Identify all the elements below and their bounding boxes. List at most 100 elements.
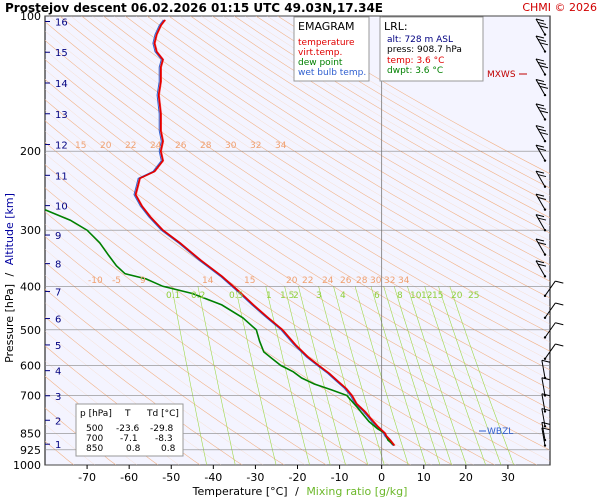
x-tick-label: -10 [331,471,349,484]
legend-item-virt-temp: virt.temp. [298,48,342,58]
y-axis-title-pressure: Pressure [hPa] [3,284,16,363]
altitude-tick-label: 1 [55,440,61,451]
y-tick-label: 300 [20,224,41,237]
y-tick-label: 700 [20,389,41,402]
table-header-p: p [hPa] [80,409,112,419]
mixing-ratio-label: 25 [468,291,479,301]
table-cell: 850 [86,444,103,454]
altitude-tick-label: 3 [55,392,61,403]
table-cell: 500 [86,424,103,434]
altitude-tick-label: 5 [55,341,61,352]
table-cell: 700 [86,434,103,444]
altitude-tick-label: 11 [55,171,68,182]
x-tick-label: -40 [204,471,222,484]
altitude-tick-label: 16 [55,17,68,28]
dry-adiabat-label: 9 [140,276,146,286]
altitude-tick-label: 13 [55,110,68,121]
altitude-tick-label: 6 [55,315,61,326]
y-tick-label: 925 [20,444,41,457]
wind-barb-dot [544,186,546,188]
dry-adiabat-label: 22 [125,141,136,151]
wind-barb-dot [544,295,546,297]
dry-adiabat-label: 20 [286,276,298,286]
dry-adiabat-label: 22 [302,276,313,286]
dry-adiabat-label: 28 [356,276,368,286]
plot-area [45,16,550,465]
wind-barb-dot [544,253,546,255]
lrl-press: press: 908.7 hPa [387,45,462,55]
x-tick-label: -30 [246,471,264,484]
x-axis-title-separator: / [295,485,299,498]
mixing-ratio-label: 0.5 [229,291,243,301]
mixing-ratio-label: 20 [451,291,463,301]
dry-adiabat-label: 26 [175,141,187,151]
y-tick-label: 400 [20,280,41,293]
wind-barb-dot [544,94,546,96]
wind-barb-dot [544,444,546,446]
dry-adiabat-label: 30 [225,141,237,151]
x-axis-title-temperature: Temperature [°C] [192,485,288,498]
altitude-tick-label: 10 [55,202,68,213]
mixing-ratio-label: 6 [374,291,380,301]
dry-adiabat-label: 24 [322,276,334,286]
wind-barb-dot [544,317,546,319]
wbzl-label: WBZL [487,427,513,437]
wind-barb-dot [544,140,546,142]
y-axis-title-altitude: Altitude [km] [3,193,16,265]
x-axis-title: Temperature [°C] / Mixing ratio [g/kg] [192,485,408,498]
dry-adiabat-label: 30 [370,276,382,286]
wind-barb-dot [544,118,546,120]
legend-item-temperature: temperature [298,38,355,48]
dry-adiabat-label: 32 [384,276,395,286]
mixing-ratio-label: 0.1 [166,291,180,301]
dry-adiabat-label: 26 [340,276,352,286]
mixing-ratio-label: 4 [340,291,346,301]
lrl-dwpt: dwpt: 3.6 °C [387,66,443,76]
x-tick-label: 30 [501,471,515,484]
mixing-ratio-label: 2 [293,291,299,301]
table-cell: 0.8 [161,444,176,454]
x-tick-label: 20 [459,471,473,484]
mixing-ratio-label: 0.2 [191,291,205,301]
wind-barb-dot [544,358,546,360]
altitude-tick-label: 8 [55,260,61,271]
mxws-label: MXWS [487,70,516,80]
dry-adiabat-label: 28 [200,141,212,151]
y-axis-title-separator: / [3,272,16,276]
wind-barb-dot [544,425,546,427]
y-tick-label: 500 [20,324,41,337]
wind-barb-dot [544,50,546,52]
wind-barb-dot [544,275,546,277]
x-axis-title-mixing: Mixing ratio [g/kg] [306,485,407,498]
mixing-ratio-label: 8 [397,291,403,301]
mixing-ratio-label: 10 [410,291,422,301]
dry-adiabat-label: 15 [244,276,255,286]
dry-adiabat-label: 32 [250,141,261,151]
dry-adiabat-label: 34 [275,141,287,151]
table-cell: -29.8 [150,424,174,434]
x-tick-label: -60 [120,471,138,484]
altitude-tick-label: 7 [55,287,61,298]
lrl-box: LRL: alt: 728 m ASL press: 908.7 hPa tem… [380,17,483,81]
table-cell: 0.8 [126,444,141,454]
legend-item-wet-bulb: wet bulb temp. [298,68,366,78]
altitude-tick-label: 12 [55,141,68,152]
altitude-tick-label: 14 [55,79,68,90]
table-cell: -8.3 [155,434,173,444]
level-table: p [hPa] T Td [°C] 500 -23.6 -29.8 700 -7… [76,404,183,456]
altitude-tick-label: 2 [55,416,61,427]
wind-barb-dot [544,73,546,75]
chart-title: Prostejov descent 06.02.2026 01:15 UTC 4… [5,1,383,15]
lrl-alt: alt: 728 m ASL [387,35,453,45]
wind-barb-dot [544,229,546,231]
dry-adiabat-label: 15 [75,141,86,151]
dry-adiabat-label: 34 [398,276,410,286]
altitude-tick-label: 4 [55,367,61,378]
y-tick-label: 600 [20,359,41,372]
legend-title: EMAGRAM [298,20,355,33]
x-tick-label: -20 [289,471,307,484]
dry-adiabat-label: 20 [100,141,112,151]
dry-adiabat-label: -5 [112,276,121,286]
mixing-ratio-label: 3 [316,291,322,301]
